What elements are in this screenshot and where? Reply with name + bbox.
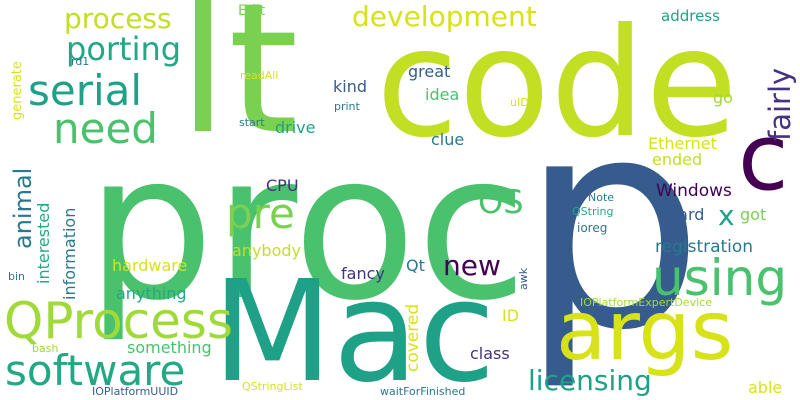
word-generate: generate (10, 61, 25, 120)
word-ethernet: Ethernet (648, 134, 717, 153)
word-print: print (334, 100, 360, 113)
word-got: got (740, 205, 767, 224)
word-animal: animal (9, 167, 37, 249)
word-something: something (127, 338, 212, 357)
word-waitforfinished: waitForFinished (380, 385, 466, 398)
word-args: args (556, 284, 734, 379)
word-process: process (64, 2, 172, 35)
word-ended: ended (652, 150, 703, 169)
word-id: ID (502, 306, 520, 325)
word-proc: proc (86, 109, 528, 345)
word-drive: drive (275, 118, 316, 137)
word-anything: anything (116, 284, 187, 303)
word-os: OS (478, 183, 524, 221)
word-note: Note (588, 191, 615, 204)
word-ioreg: ioreg (577, 221, 608, 235)
word-bash: bash (32, 342, 59, 355)
word-ioplatformexpertdevice: IOPlatformExpertDevice (580, 296, 712, 309)
word-bin: bin (8, 270, 26, 283)
word-lt: lt (178, 0, 299, 174)
word-rd1: rd1 (71, 55, 90, 68)
word-qstring: QString (572, 205, 614, 218)
word-go: go (713, 88, 733, 107)
word-qt: Qt (406, 256, 425, 275)
word-x: x (718, 199, 735, 232)
word-edit: Edit (238, 3, 266, 19)
word-class: class (470, 344, 510, 363)
word-hardware: hardware (112, 256, 188, 275)
word-fancy: fancy (341, 264, 385, 283)
word-information: information (60, 207, 79, 300)
word-licensing: licensing (528, 364, 652, 397)
word-covered: covered (403, 303, 423, 372)
word-registration: registration (655, 237, 754, 257)
word-cpu: CPU (266, 176, 299, 195)
word-start: start (239, 116, 265, 129)
word-serial: serial (28, 66, 143, 115)
word-anybody: anybody (232, 241, 301, 260)
word-qstringlist: QStringList (242, 380, 303, 393)
word-ioplatformuuid: IOPlatformUUID (92, 385, 179, 398)
word-clue: clue (431, 130, 465, 149)
word-interested: interested (34, 202, 53, 284)
word-qprocess: QProcess (4, 292, 234, 350)
word-using: using (652, 249, 788, 307)
word-c: c (738, 104, 789, 211)
word-development: development (352, 0, 537, 33)
word-hard: hard (668, 205, 705, 224)
word-idea: idea (425, 85, 460, 104)
word-software: software (5, 346, 186, 395)
word-awk: awk (517, 267, 530, 290)
word-mac: Mac (212, 251, 496, 400)
word-need: need (53, 104, 158, 153)
word-great: great (408, 62, 451, 81)
word-code: code (376, 0, 738, 171)
word-readall: readAll (240, 69, 279, 82)
word-windows: Windows (656, 181, 732, 201)
word-pre: pre (226, 189, 295, 238)
word-p: p (520, 57, 705, 394)
word-address: address (661, 7, 720, 25)
word-new: new (443, 249, 501, 282)
word-porting: porting (66, 30, 182, 68)
word-able: able (748, 378, 783, 397)
word-uid: uID (510, 96, 529, 109)
word-fairly: fairly (763, 67, 797, 141)
word-kind: kind (333, 77, 368, 96)
